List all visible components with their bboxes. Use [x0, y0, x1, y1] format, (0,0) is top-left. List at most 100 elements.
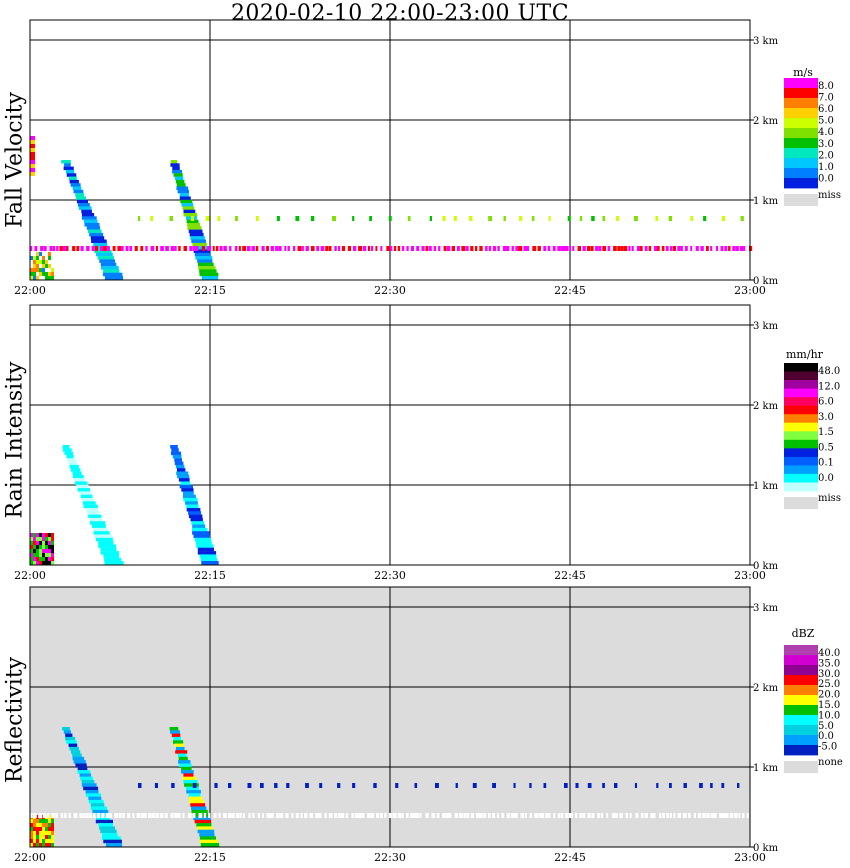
echo-streak: [81, 209, 92, 214]
y-tick-label: 3 km: [753, 603, 779, 614]
echo-band: [118, 813, 122, 818]
echo-sparse: [453, 216, 457, 221]
echo-band: [305, 246, 309, 251]
echo-core: [39, 831, 42, 835]
echo-band: [247, 246, 251, 251]
echo-band: [715, 246, 719, 251]
echo-band: [713, 813, 717, 818]
echo-streak: [191, 239, 206, 243]
echo-sparse: [543, 783, 547, 788]
echo-band: [362, 246, 367, 251]
echo-band: [96, 813, 101, 818]
echo-band: [389, 246, 393, 251]
echo-band: [239, 813, 242, 818]
echo-band: [666, 813, 670, 818]
echo-band: [673, 813, 676, 818]
echo-core: [42, 264, 45, 268]
echo-core: [45, 541, 48, 545]
echo-band: [710, 246, 713, 251]
echo-streak: [171, 451, 181, 456]
legend-missing-swatch: [784, 497, 818, 509]
echo-streak: [197, 829, 215, 834]
echo-sparse: [548, 216, 551, 221]
echo-band: [95, 246, 99, 251]
echo-band: [279, 813, 284, 818]
echo-band: [743, 246, 746, 251]
echo-band: [749, 246, 753, 251]
echo-band: [287, 246, 290, 251]
echo-core: [48, 545, 51, 549]
echo-core: [42, 268, 45, 272]
echo-core: [39, 839, 42, 843]
echo-streak: [69, 746, 79, 751]
echo-core: [45, 260, 48, 264]
legend-label: 0.0: [818, 473, 834, 484]
echo-band: [720, 246, 724, 251]
echo-core: [48, 557, 51, 561]
echo-band: [189, 246, 192, 251]
echo-streak: [197, 551, 217, 555]
echo-streak: [70, 468, 81, 472]
echo-streak: [178, 760, 191, 764]
echo-band: [518, 246, 523, 251]
echo-streak: [66, 173, 77, 177]
echo-sparse: [690, 216, 693, 221]
echo-band: [79, 813, 83, 818]
echo-band: [66, 246, 69, 251]
echo-band: [89, 813, 93, 818]
legend-swatch: [784, 128, 818, 139]
echo-core: [36, 823, 39, 827]
echo-band: [446, 246, 451, 251]
echo-band: [461, 246, 466, 251]
echo-band: [160, 246, 164, 251]
echo-sparse: [442, 216, 446, 221]
echo-band: [410, 246, 414, 251]
echo-sparse: [407, 216, 411, 221]
echo-core: [39, 252, 42, 256]
echo-band: [278, 246, 282, 251]
legend-missing-label: miss: [818, 493, 841, 504]
echo-core: [42, 831, 45, 835]
echo-streak: [65, 169, 75, 174]
echo-band: [628, 246, 631, 251]
echo-streak: [103, 839, 122, 844]
echo-sparse: [634, 216, 638, 221]
echo-core: [51, 839, 54, 843]
echo-streak: [100, 262, 117, 267]
echo-band: [483, 813, 487, 818]
echo-streak: [100, 547, 117, 552]
echo-streak: [177, 474, 190, 479]
echo-streak: [77, 488, 90, 492]
echo-streak: [183, 213, 198, 217]
echo-core: [30, 156, 35, 160]
echo-streak: [187, 226, 202, 230]
echo-band: [261, 246, 265, 251]
legend-label: 8.0: [818, 81, 834, 92]
echo-sparse: [154, 783, 158, 788]
echo-band: [526, 246, 530, 251]
echo-core: [45, 533, 48, 537]
echo-band: [367, 246, 371, 251]
echo-sparse: [503, 216, 506, 221]
echo-streak: [191, 806, 207, 810]
echo-core: [39, 545, 42, 549]
echo-sparse: [616, 216, 620, 221]
echo-band: [701, 813, 706, 818]
echo-sparse: [488, 216, 492, 221]
echo-band: [644, 246, 648, 251]
echo-core: [36, 260, 39, 264]
echo-core: [33, 537, 36, 541]
echo-band: [421, 246, 425, 251]
echo-sparse: [332, 216, 336, 221]
echo-sparse: [668, 216, 673, 221]
echo-streak: [189, 799, 204, 804]
y-tick-label: 3 km: [753, 321, 779, 332]
echo-core: [42, 561, 45, 565]
echo-band: [742, 813, 745, 818]
echo-band: [370, 813, 375, 818]
echo-streak: [104, 557, 122, 562]
legend-swatch: [784, 715, 818, 726]
echo-sparse: [274, 783, 278, 788]
echo-core: [51, 827, 54, 831]
legend-swatch: [784, 456, 818, 466]
